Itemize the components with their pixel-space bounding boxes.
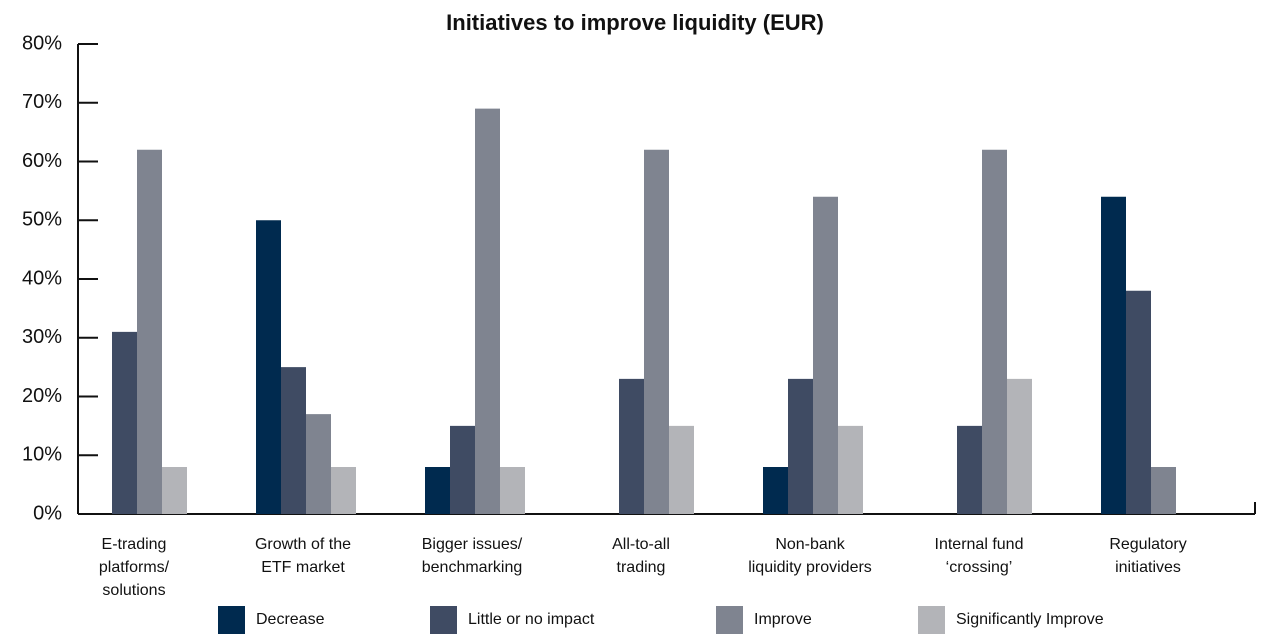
y-tick-label: 80% — [22, 32, 62, 54]
legend-swatch — [918, 606, 945, 634]
x-tick-label-line: benchmarking — [422, 559, 523, 576]
x-tick-label-line: Bigger issues/ — [422, 536, 523, 553]
legend-label: Little or no impact — [468, 611, 595, 628]
x-tick-label-line: Internal fund — [935, 536, 1024, 553]
y-tick-label: 50% — [22, 209, 62, 231]
y-tick-label: 60% — [22, 150, 62, 172]
legend-swatch — [716, 606, 743, 634]
x-tick-label: Non-bank liquidity providers — [748, 536, 872, 576]
bar — [306, 414, 331, 514]
legend-label: Improve — [754, 611, 812, 628]
x-tick-label-line: ‘crossing’ — [946, 559, 1013, 576]
x-tick-label-line: E-trading — [102, 536, 167, 553]
x-tick-label-line: Non-bank — [775, 536, 845, 553]
y-tick-label: 20% — [22, 385, 62, 407]
bar — [788, 378, 813, 514]
legend-swatch — [218, 606, 245, 634]
y-tick-label: 0% — [33, 502, 62, 524]
x-tick-label-line: Growth of the — [255, 536, 351, 553]
y-tick-label: 70% — [22, 91, 62, 113]
x-tick-label-line: liquidity providers — [748, 559, 872, 576]
bar — [957, 425, 982, 514]
x-tick-label: Regulatory initiatives — [1109, 536, 1186, 576]
bar — [500, 467, 525, 514]
bar — [1101, 196, 1126, 514]
legend-label: Significantly Improve — [956, 611, 1104, 628]
bar — [475, 108, 500, 514]
x-tick-label-line: trading — [617, 559, 666, 576]
x-tick-label-line: Regulatory — [1109, 536, 1186, 553]
bar — [619, 378, 644, 514]
bar — [256, 220, 281, 514]
x-tick-label: Bigger issues/benchmarking — [422, 536, 523, 576]
bar — [1126, 290, 1151, 514]
x-tick-label-line: solutions — [102, 582, 165, 599]
bar — [137, 149, 162, 514]
y-tick-label: 30% — [22, 326, 62, 348]
bar — [281, 367, 306, 514]
bar — [1007, 378, 1032, 514]
x-tick-label: Growth of the ETF market — [255, 536, 351, 576]
bar — [644, 149, 669, 514]
bar — [813, 196, 838, 514]
bar — [112, 331, 137, 514]
bar — [162, 467, 187, 514]
x-tick-label: Internal fund ‘crossing’ — [935, 536, 1024, 576]
bar — [425, 467, 450, 514]
x-tick-label-line: All-to-all — [612, 536, 670, 553]
bar — [1151, 467, 1176, 514]
y-tick-label: 40% — [22, 267, 62, 289]
y-tick-label: 10% — [22, 444, 62, 466]
bar — [763, 467, 788, 514]
bar — [669, 425, 694, 514]
legend-label: Decrease — [256, 611, 325, 628]
x-tick-label: All-to-all trading — [612, 536, 670, 576]
bar — [838, 425, 863, 514]
x-tick-label-line: platforms/ — [99, 559, 170, 576]
bar — [331, 467, 356, 514]
x-tick-label-line: ETF market — [261, 559, 345, 576]
x-tick-label: E-trading platforms/solutions — [99, 536, 170, 599]
bar — [450, 425, 475, 514]
bar — [982, 149, 1007, 514]
legend-swatch — [430, 606, 457, 634]
chart-title: Initiatives to improve liquidity (EUR) — [446, 10, 824, 35]
x-tick-label-line: initiatives — [1115, 559, 1181, 576]
